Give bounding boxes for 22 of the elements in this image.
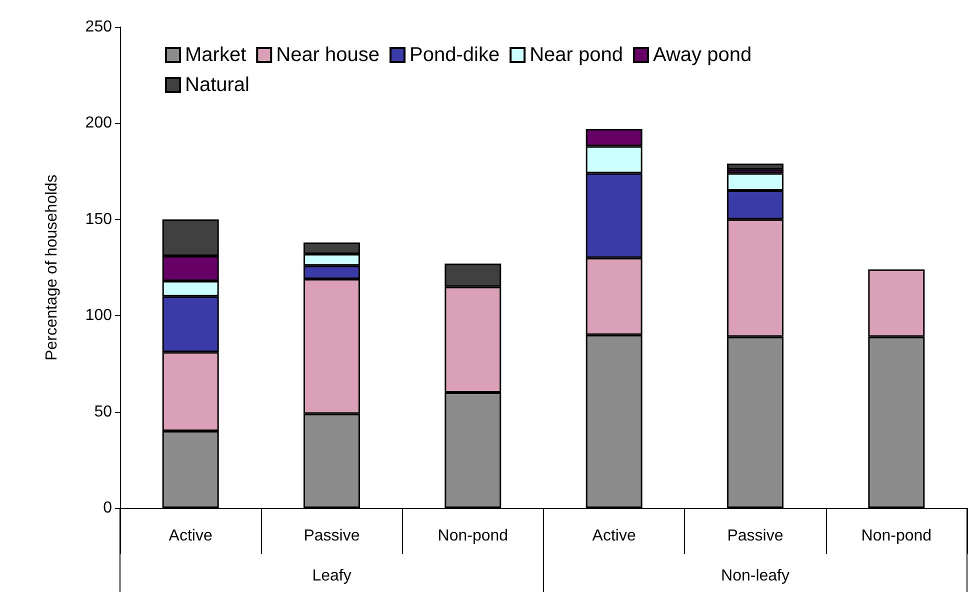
legend-label: Away pond — [652, 44, 752, 66]
x-tick-label: Active — [592, 528, 636, 544]
legend-label: Pond-dike — [410, 44, 500, 66]
x-tick-label: Non-pond — [861, 528, 932, 544]
y-tick-label: 50 — [94, 403, 112, 420]
legend-label: Market — [185, 44, 247, 66]
y-tick-label: 0 — [103, 500, 112, 516]
x-tick-label: Passive — [727, 528, 784, 544]
x-tick-label: Active — [168, 528, 212, 544]
text: Leafy — [312, 568, 352, 584]
legend-label: Near house — [276, 44, 380, 66]
y-tick-label: 100 — [85, 307, 112, 324]
x-tick-label: Passive — [304, 528, 360, 544]
y-tick-label: 250 — [85, 18, 112, 36]
bar — [727, 164, 784, 170]
y-axis-title: Percentage of households — [44, 174, 60, 360]
text: Non-leafy — [721, 568, 790, 584]
x-tick-label: Non-pond — [438, 528, 508, 544]
y-tick-label: 150 — [85, 210, 112, 228]
legend-label: Natural — [185, 74, 250, 96]
y-tick-label: 200 — [85, 114, 112, 132]
legend-label: Near pond — [530, 44, 623, 66]
